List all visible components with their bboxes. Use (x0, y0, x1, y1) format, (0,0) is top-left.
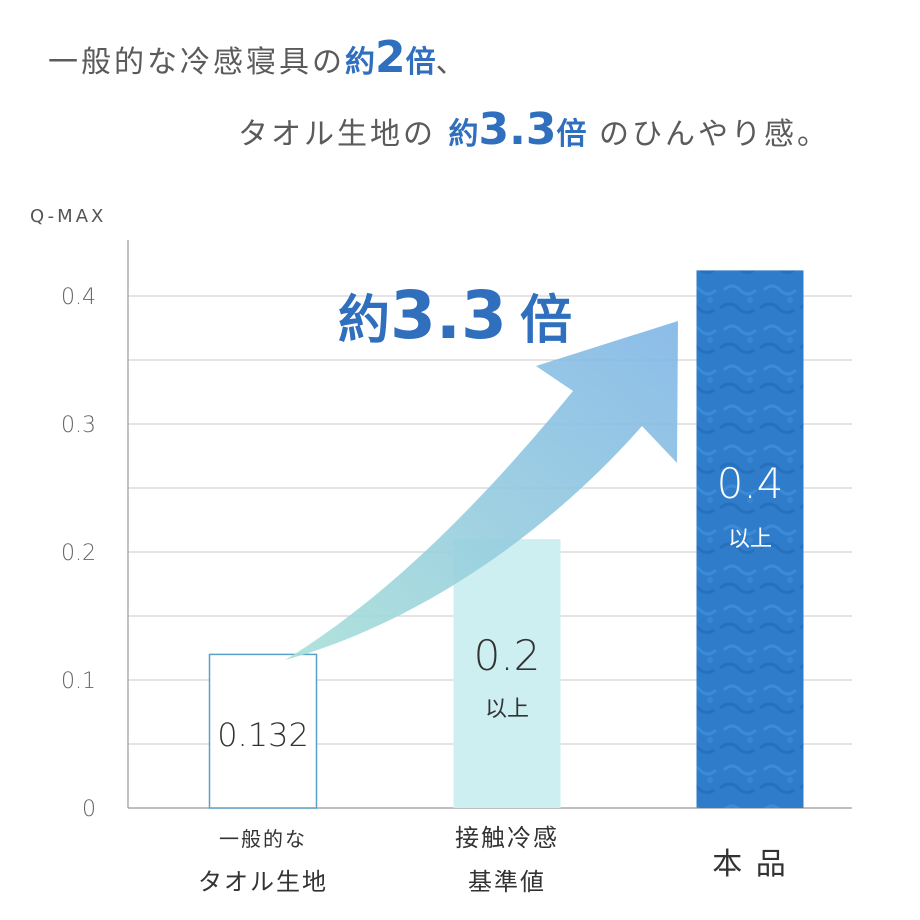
y-tick-label: 0.3 (61, 413, 96, 438)
y-tick-label: 0 (82, 797, 96, 822)
bar (208, 653, 318, 809)
data-label-value: 0.4 (717, 459, 784, 508)
annotation-prefix: 約 (338, 291, 390, 351)
headline-2-em-suffix: 倍 (556, 117, 587, 152)
bar (696, 270, 804, 808)
data-label-value: 0.132 (217, 716, 309, 754)
data-label-suffix: 以上 (485, 697, 529, 722)
data-label-suffix: 以上 (728, 527, 772, 552)
headline-1-emphasis: 約2倍 (345, 32, 436, 83)
headline-2-emphasis: 約3.3倍 (448, 104, 587, 155)
y-axis-label: Q-MAX (30, 206, 106, 227)
y-tick-label: 0.4 (61, 285, 96, 310)
y-tick-label: 0.2 (61, 541, 96, 566)
category-label-line-2: タオル生地 (198, 868, 328, 896)
headline-1-post: 、 (435, 45, 469, 80)
category-label-line-1: 接触冷感 (455, 824, 559, 852)
data-label-value: 0.2 (474, 631, 541, 680)
annotation-number: 3.3 (390, 277, 507, 354)
headline-2-em-number: 3.3 (478, 104, 557, 155)
headline-1-em-number: 2 (375, 32, 406, 83)
headline-2-em-prefix: 約 (448, 117, 479, 152)
headline-2-post: のひんやり感。 (599, 117, 831, 152)
headline-1-em-prefix: 約 (345, 45, 375, 80)
category-label-line-1: 一般的な (219, 827, 307, 851)
category-label: 本 品 (712, 847, 788, 882)
headline-line-2: タオル生地の 約3.3倍 のひんやり感。 (238, 104, 830, 155)
headline-1-em-suffix: 倍 (405, 45, 436, 80)
headline-line-1: 一般的な冷感寝具の約2倍、 (48, 32, 469, 83)
headline-2-text: タオル生地の (238, 117, 436, 152)
category-label-line-2: 基準値 (468, 868, 546, 896)
annotation-suffix: 倍 (520, 291, 572, 351)
growth-arrow (285, 321, 678, 660)
y-tick-label: 0.1 (61, 669, 96, 694)
headline-1-text: 一般的な冷感寝具の (48, 45, 345, 80)
bar (453, 539, 561, 808)
